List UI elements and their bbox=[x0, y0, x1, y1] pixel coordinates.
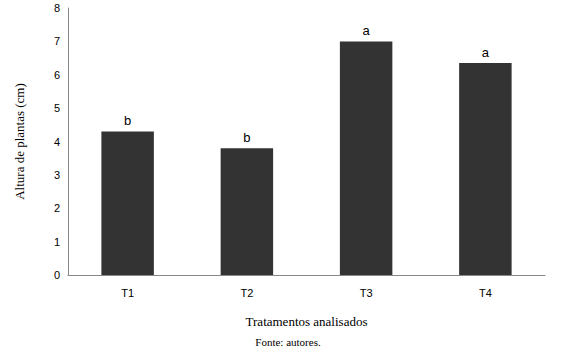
svg-text:Tratamentos analisados: Tratamentos analisados bbox=[246, 314, 368, 329]
svg-text:T2: T2 bbox=[240, 287, 253, 299]
svg-text:6: 6 bbox=[54, 69, 60, 81]
svg-text:0: 0 bbox=[54, 269, 60, 281]
svg-text:4: 4 bbox=[54, 136, 60, 148]
svg-text:T3: T3 bbox=[360, 287, 373, 299]
svg-text:5: 5 bbox=[54, 102, 60, 114]
svg-text:a: a bbox=[482, 45, 490, 60]
svg-text:2: 2 bbox=[54, 202, 60, 214]
svg-text:T1: T1 bbox=[121, 287, 134, 299]
svg-text:T4: T4 bbox=[479, 287, 492, 299]
svg-text:3: 3 bbox=[54, 169, 60, 181]
svg-text:1: 1 bbox=[54, 236, 60, 248]
svg-text:7: 7 bbox=[54, 35, 60, 47]
svg-text:b: b bbox=[243, 130, 250, 145]
svg-text:a: a bbox=[363, 23, 371, 38]
svg-text:8: 8 bbox=[54, 2, 60, 14]
svg-text:Fonte: autores.: Fonte: autores. bbox=[255, 336, 321, 348]
svg-text:Altura de plantas (cm): Altura de plantas (cm) bbox=[12, 83, 27, 200]
svg-text:b: b bbox=[124, 113, 131, 128]
